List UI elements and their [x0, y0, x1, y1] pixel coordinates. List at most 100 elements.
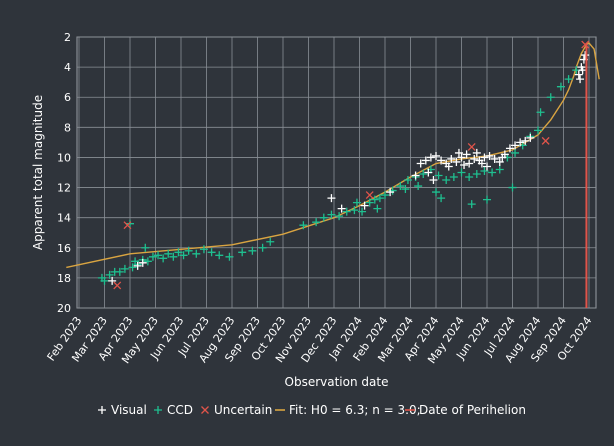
ccd-point [248, 246, 257, 255]
visual-point [457, 153, 466, 162]
visual-point [421, 156, 430, 165]
ccd-point [215, 251, 224, 260]
visual-point [444, 162, 453, 171]
ccd-point [442, 176, 451, 185]
visual-point [108, 276, 117, 285]
ccd-point [342, 207, 351, 216]
ccd-point [258, 243, 267, 252]
visual-point [138, 258, 147, 267]
ccd-point [299, 221, 308, 230]
ccd-point [319, 213, 328, 222]
ccd-point [472, 170, 481, 179]
visual-point [462, 150, 471, 159]
ccd-point [534, 126, 542, 135]
visual-point [574, 70, 583, 79]
ccd-point [179, 251, 188, 260]
ccd-point [465, 173, 474, 182]
visual-point [416, 159, 425, 168]
visual-point [505, 144, 514, 153]
x-axis-label: Observation date [285, 375, 389, 389]
visual-point [495, 157, 504, 166]
y-tick-label: 2 [64, 31, 71, 44]
ccd-point [115, 267, 124, 276]
visual-point [477, 159, 486, 168]
ccd-point [120, 264, 129, 273]
legend-label: Visual [111, 403, 147, 417]
ccd-point [511, 148, 520, 157]
ccd-point [508, 183, 517, 192]
visual-point [516, 138, 525, 147]
visual-point [470, 154, 479, 163]
visual-point [578, 66, 587, 75]
ccd-point [381, 191, 389, 200]
visual-point [511, 141, 520, 150]
ccd-point [457, 168, 466, 177]
ccd-point [184, 246, 193, 255]
y-tick-label: 14 [57, 212, 71, 225]
visual-point [480, 153, 489, 162]
y-axis-label: Apparent total magnitude [31, 95, 45, 250]
ccd-point [352, 198, 361, 207]
ccd-point [449, 173, 458, 182]
legend-label: Date of Perihelion [419, 403, 526, 417]
ccd-point [164, 249, 173, 258]
ccd-point [546, 93, 555, 102]
visual-point [437, 156, 446, 165]
ccd-point [174, 248, 183, 257]
visual-point [452, 157, 461, 166]
uncertain-point [541, 136, 550, 145]
ccd-point [225, 252, 234, 261]
uncertain-point [581, 40, 590, 49]
visual-point [411, 171, 420, 180]
visual-point [432, 151, 440, 160]
ccd-point [192, 249, 201, 258]
ccd-point [396, 182, 405, 191]
ccd-point [159, 254, 168, 263]
visual-point [472, 148, 481, 157]
uncertain-point [467, 142, 476, 151]
ccd-point [556, 82, 565, 91]
ccd-point [365, 198, 374, 207]
y-tick-label: 10 [57, 151, 71, 164]
legend-marker [98, 406, 106, 414]
ccd-point [373, 204, 382, 213]
legend-label: Uncertain [214, 403, 272, 417]
visual-point [465, 159, 474, 168]
ccd-point [483, 195, 491, 204]
y-tick-label: 8 [64, 121, 71, 134]
ccd-point [169, 252, 178, 261]
ccd-point [143, 257, 152, 266]
visual-point [327, 194, 336, 203]
y-tick-label: 6 [64, 91, 71, 104]
legend-marker [154, 406, 162, 414]
ccd-point [488, 168, 497, 177]
visual-point [386, 188, 395, 197]
ccd-point [207, 248, 216, 257]
ccd-point [437, 194, 446, 203]
y-tick-label: 20 [57, 302, 71, 315]
ccd-point [105, 270, 114, 279]
visual-point [429, 176, 438, 185]
ccd-point [141, 243, 150, 252]
ccd-point [312, 218, 321, 227]
y-tick-label: 12 [57, 182, 71, 195]
visual-point [426, 153, 435, 162]
visual-point [485, 151, 494, 160]
fit-curve [66, 42, 600, 269]
ccd-point [358, 207, 367, 216]
legend-label: CCD [167, 403, 193, 417]
uncertain-point [113, 281, 122, 290]
plot-area [76, 36, 597, 309]
visual-point [483, 162, 491, 171]
visual-point [133, 261, 142, 270]
ccd-point [495, 165, 504, 174]
ccd-point [148, 252, 157, 261]
ccd-point [100, 276, 109, 285]
visual-point [454, 148, 463, 157]
visual-point [498, 153, 507, 162]
ccd-point [434, 171, 443, 180]
visual-point [460, 160, 469, 169]
y-tick-label: 4 [64, 61, 71, 74]
